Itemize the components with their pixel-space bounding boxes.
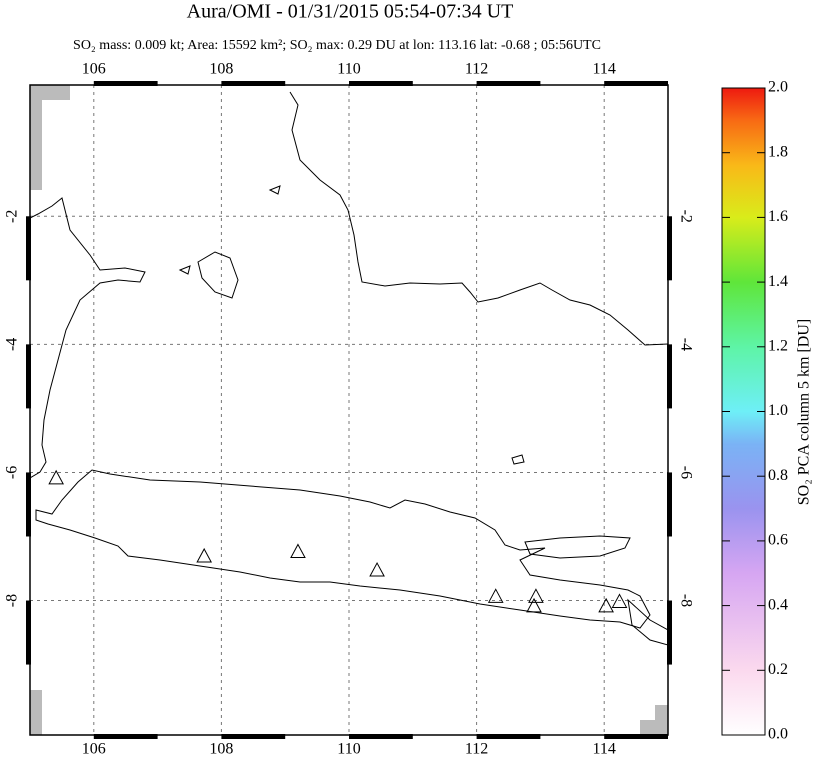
coastline-borneo — [289, 91, 668, 346]
colorbar-tick-label: 0.6 — [768, 532, 788, 549]
degree-bar — [221, 81, 286, 86]
map-axes: 106 106 108 108 110 110 112 112 114 114 -2 -2 -4 -4 -6… — [4, 61, 695, 758]
colorbar-tick-label: 1.2 — [768, 337, 788, 354]
degree-bar — [476, 734, 541, 739]
coastline-java — [35, 469, 651, 629]
map-area — [30, 85, 668, 735]
coastline-bali — [627, 598, 668, 646]
lon-tick-label: 106 — [82, 741, 106, 758]
degree-bar — [667, 344, 672, 409]
degree-bar — [221, 734, 286, 739]
colorbar-tick-label: 1.0 — [768, 402, 788, 419]
lon-tick-label: 110 — [337, 741, 360, 758]
degree-bar — [26, 472, 31, 537]
colorbar-tick-label: 0.2 — [768, 661, 788, 678]
coastline-madura — [524, 535, 631, 559]
lat-tick-label: -6 — [4, 466, 21, 479]
grid — [30, 85, 668, 735]
degree-bar — [667, 600, 672, 665]
degree-bar — [476, 81, 541, 86]
degree-bar — [667, 472, 672, 537]
degree-bar — [93, 81, 158, 86]
degree-bar — [349, 734, 413, 739]
lon-tick-label: 108 — [209, 741, 233, 758]
lon-tick-label: 114 — [592, 61, 615, 78]
colorbar-tick-label: 1.6 — [768, 208, 788, 225]
volcano — [526, 597, 542, 613]
colorbar-ticks: 0.0 0.2 0.4 0.6 0.8 1.0 1.2 1.4 1.6 1.8 2.0 — [722, 79, 788, 743]
degree-bar — [667, 216, 672, 281]
lat-tick-label: -4 — [4, 338, 21, 351]
no-data — [30, 85, 70, 190]
degree-bar — [26, 344, 31, 409]
degree-bar — [93, 734, 158, 739]
colorbar-tick-label: 0.8 — [768, 467, 788, 484]
volcano — [598, 597, 614, 613]
volcano — [611, 593, 628, 608]
degree-bar — [349, 81, 413, 86]
title: Aura/OMI - 01/31/2015 05:54-07:34 UT — [187, 1, 514, 23]
colorbar-tick-label: 1.4 — [768, 273, 788, 290]
colorbar-tick-label: 0.4 — [768, 596, 788, 613]
lat-tick-label: -4 — [677, 338, 694, 351]
volcano — [48, 469, 64, 485]
lat-tick-label: -8 — [677, 594, 694, 607]
lon-tick-label: 108 — [209, 61, 233, 78]
colorbar-label: SO₂ PCA column 5 km [DU] — [796, 319, 813, 505]
volcano — [487, 588, 504, 603]
lon-tick-label: 114 — [592, 741, 615, 758]
volcano — [290, 543, 306, 558]
lat-tick-label: -2 — [677, 210, 694, 223]
volcano — [196, 547, 213, 563]
lat-tick-label: -6 — [677, 466, 694, 479]
lon-tick-label: 110 — [337, 61, 360, 78]
degree-bar — [26, 600, 31, 665]
degree-bar — [604, 734, 668, 739]
volcanoes — [48, 469, 628, 613]
lon-tick-label: 106 — [82, 61, 106, 78]
coastline-sumatra — [30, 197, 146, 479]
lon-tick-label: 112 — [465, 61, 488, 78]
coastline-island — [178, 185, 525, 465]
colorbar-tick-label: 1.8 — [768, 143, 788, 160]
degree-bar — [26, 216, 31, 281]
coastline-bangka — [197, 251, 239, 299]
degree-bar — [604, 81, 668, 86]
lon-tick-label: 112 — [465, 741, 488, 758]
subtitle: SO₂ mass: 0.009 kt; Area: 15592 km²; SO₂… — [73, 38, 601, 53]
colorbar-tick-label: 0.0 — [768, 726, 788, 743]
volcano — [369, 562, 385, 577]
lat-tick-label: -8 — [4, 594, 21, 607]
lat-tick-label: -2 — [4, 210, 21, 223]
colorbar-tick-label: 2.0 — [768, 79, 788, 96]
